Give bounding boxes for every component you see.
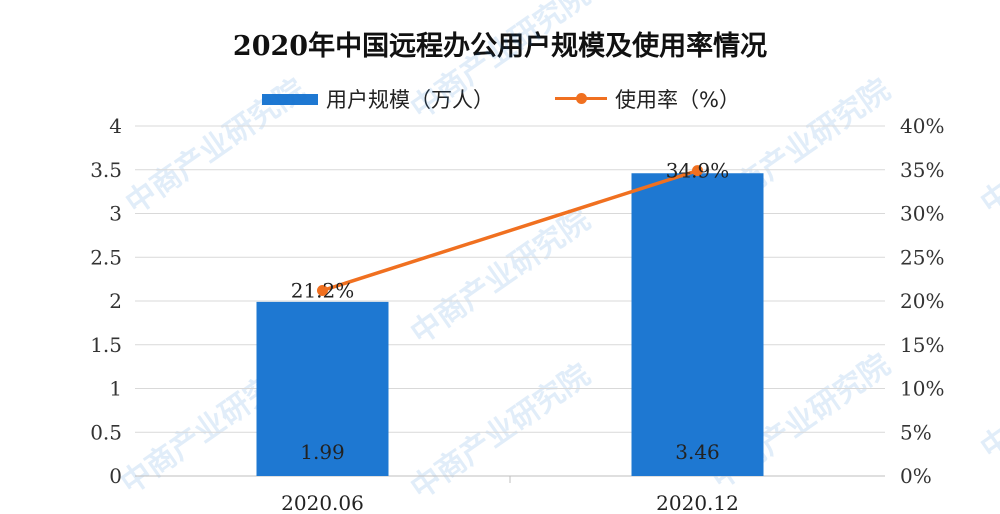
line-point — [692, 165, 703, 177]
y-right-tick-label: 15% — [900, 333, 944, 357]
legend-label-bars: 用户规模（万人） — [326, 88, 494, 112]
y-right-tick-label: 10% — [900, 377, 944, 401]
bar — [631, 173, 764, 476]
bar — [256, 301, 389, 476]
y-right-tick-label: 30% — [900, 202, 944, 226]
bar-value-label: 1.99 — [300, 440, 345, 464]
line-value-label: 21.2% — [291, 279, 355, 303]
y-left-tick-label: 2 — [109, 289, 122, 313]
bar-value-label: 3.46 — [675, 440, 720, 464]
watermark-text: 中商产业研究院 — [975, 72, 1000, 221]
line-point — [317, 285, 328, 296]
y-left-tick-label: 4 — [109, 114, 122, 138]
line-series — [321, 168, 699, 293]
y-right-tick-label: 40% — [900, 114, 944, 138]
y-left-tick-label: 1.5 — [90, 333, 122, 357]
watermark-text: 中商产业研究院 — [120, 72, 312, 221]
y-right-tick-label: 35% — [900, 158, 944, 182]
y-right-tick-label: 25% — [900, 245, 944, 269]
y-left-tick-label: 1 — [109, 377, 122, 401]
y-left-tick-label: 0.5 — [90, 420, 122, 444]
watermark-text: 中商产业研究院 — [405, 202, 597, 351]
legend-item-line: 使用率（%） — [555, 84, 740, 114]
legend-label-line: 使用率（%） — [615, 88, 740, 112]
x-category-label: 2020.06 — [281, 491, 364, 514]
legend: 用户规模（万人） 使用率（%） — [0, 84, 1000, 114]
x-category-label: 2020.12 — [656, 491, 739, 514]
y-right-tick-label: 20% — [900, 289, 944, 313]
y-left-tick-label: 3.5 — [90, 158, 122, 182]
watermark-text: 中商产业研究院 — [975, 317, 1000, 466]
line-value-label: 34.9% — [666, 159, 730, 183]
legend-item-bars: 用户规模（万人） — [262, 84, 494, 114]
watermark-text: 中商产业研究院 — [405, 0, 597, 127]
y-left-tick-label: 3 — [109, 202, 122, 226]
legend-bar-swatch — [262, 93, 318, 105]
y-left-tick-label: 2.5 — [90, 245, 122, 269]
y-left-tick-label: 0 — [109, 464, 122, 488]
y-right-tick-label: 0% — [900, 464, 932, 488]
legend-line-swatch — [555, 84, 607, 114]
chart-title: 2020年中国远程办公用户规模及使用率情况 — [232, 31, 768, 62]
y-right-tick-label: 5% — [900, 420, 932, 444]
